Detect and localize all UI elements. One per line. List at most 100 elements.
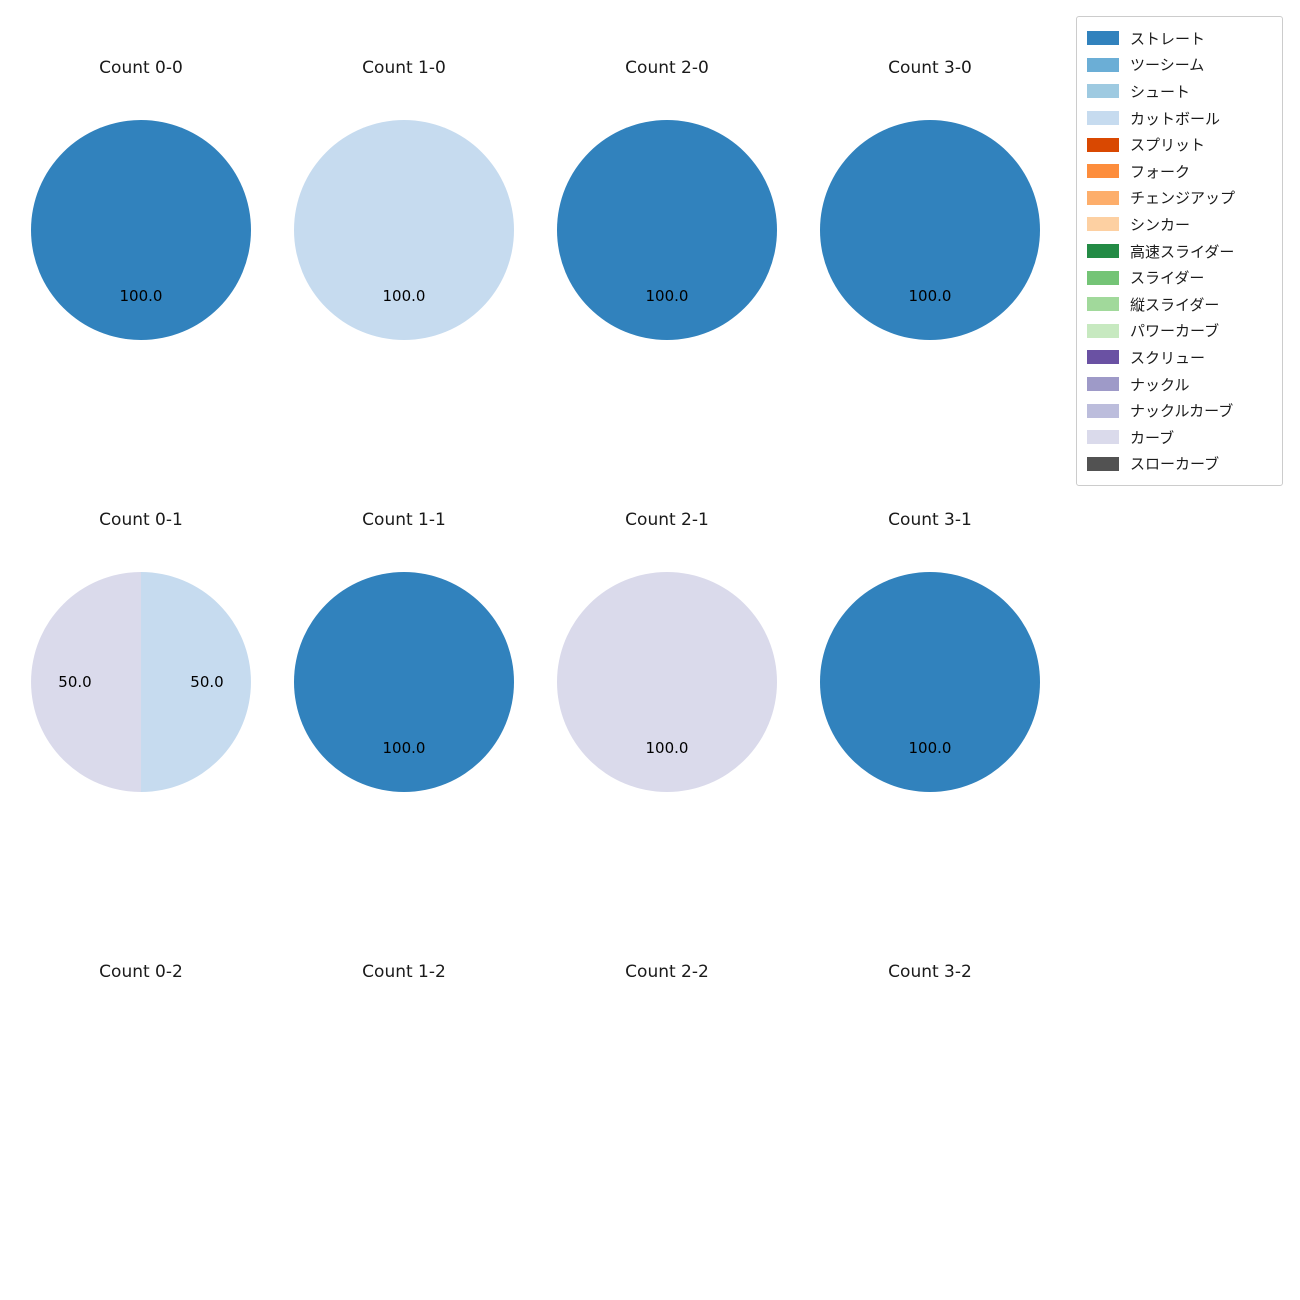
pie-title: Count 3-2: [888, 962, 972, 982]
pie-title: Count 1-2: [362, 962, 446, 982]
pie-svg: 100.0: [557, 572, 777, 792]
pie-svg: 100.0: [31, 120, 251, 340]
pie-cell: Count 1-2: [274, 961, 534, 1264]
pie-value-label: 100.0: [909, 287, 952, 305]
legend-label: カットボール: [1130, 109, 1221, 128]
legend-item: カットボール: [1087, 105, 1272, 132]
pie-svg: [11, 1004, 271, 1264]
legend-label: スローカーブ: [1130, 455, 1220, 474]
pie-value-label: 100.0: [383, 739, 426, 757]
legend-item: 高速スライダー: [1087, 238, 1272, 265]
pie-value-label: 100.0: [646, 287, 689, 305]
legend-label: スライダー: [1130, 269, 1205, 288]
pie-svg: [537, 1004, 797, 1264]
pie-cell: Count 1-0 100.0: [274, 57, 534, 360]
legend-swatch: [1087, 164, 1119, 179]
legend-label: スクリュー: [1130, 348, 1206, 367]
pie-cell: Count 2-2: [537, 961, 797, 1264]
legend-label: シンカー: [1130, 215, 1191, 234]
pie-value-label: 50.0: [190, 673, 223, 691]
legend-item: ナックルカーブ: [1087, 397, 1272, 424]
legend-label: 縦スライダー: [1130, 295, 1220, 314]
legend-label: ストレート: [1130, 29, 1206, 48]
legend-swatch: [1087, 297, 1119, 312]
legend-item: シンカー: [1087, 211, 1272, 238]
pie-cell: Count 3-1 100.0: [800, 509, 1060, 812]
pie-slice: [294, 120, 514, 340]
pie-title: Count 2-0: [625, 58, 709, 78]
legend-item: ストレート: [1087, 25, 1272, 52]
legend-label: チェンジアップ: [1130, 189, 1236, 208]
pie-slice: [31, 572, 141, 792]
legend-label: 高速スライダー: [1130, 242, 1235, 261]
pie-svg: 50.0 50.0: [31, 572, 251, 792]
pie-title: Count 0-1: [99, 510, 183, 530]
pie-title: Count 2-2: [625, 962, 709, 982]
pie-value-label: 100.0: [909, 739, 952, 757]
pie-title: Count 0-2: [99, 962, 183, 982]
pie-svg: 100.0: [820, 120, 1040, 340]
pie-cell: Count 0-0 100.0: [11, 57, 271, 360]
legend-label: カーブ: [1130, 428, 1175, 447]
pie-value-label: 100.0: [383, 287, 426, 305]
legend-swatch: [1087, 323, 1119, 338]
legend-label: ナックルカーブ: [1130, 402, 1234, 421]
pie-svg: [800, 1004, 1060, 1264]
pie-title: Count 3-0: [888, 58, 972, 78]
legend-swatch: [1087, 84, 1119, 99]
legend-label: フォーク: [1130, 162, 1191, 181]
pie-svg: 100.0: [294, 120, 514, 340]
legend-swatch: [1087, 377, 1119, 392]
pie-title: Count 3-1: [888, 510, 972, 530]
pie-cell: Count 2-0 100.0: [537, 57, 797, 360]
legend-item: スクリュー: [1087, 344, 1272, 371]
legend-item: ナックル: [1087, 371, 1272, 398]
pie-title: Count 0-0: [99, 58, 183, 78]
pie-value-label: 100.0: [120, 287, 163, 305]
legend-label: ナックル: [1130, 375, 1190, 394]
pie-cell: Count 1-1 100.0: [274, 509, 534, 812]
pie-cell: Count 0-2: [11, 961, 271, 1264]
legend-swatch: [1087, 403, 1119, 418]
legend-swatch: [1087, 244, 1119, 259]
pie-slice: [141, 572, 251, 792]
pie-cell: Count 3-2: [800, 961, 1060, 1264]
legend-swatch: [1087, 190, 1119, 205]
legend-item: フォーク: [1087, 158, 1272, 185]
pie-slice: [557, 572, 777, 792]
pie-value-label: 50.0: [58, 673, 91, 691]
legend-swatch: [1087, 57, 1119, 72]
pie-slice: [294, 572, 514, 792]
legend-item: ツーシーム: [1087, 52, 1272, 79]
legend-item: チェンジアップ: [1087, 185, 1272, 212]
legend-swatch: [1087, 137, 1119, 152]
legend-swatch: [1087, 456, 1119, 471]
legend: ストレートツーシームシュートカットボール スプリットフォークチェンジアップ シンカー…: [1076, 16, 1283, 487]
pie-title: Count 1-0: [362, 58, 446, 78]
pie-cell: Count 3-0 100.0: [800, 57, 1060, 360]
legend-label: パワーカーブ: [1130, 322, 1220, 341]
legend-label: シュート: [1130, 82, 1191, 101]
legend-item: スローカーブ: [1087, 451, 1272, 478]
legend-item: スライダー: [1087, 264, 1272, 291]
pie-slice: [820, 120, 1040, 340]
legend-item: パワーカーブ: [1087, 318, 1272, 345]
legend-item: シュート: [1087, 78, 1272, 105]
pie-slice: [31, 120, 251, 340]
legend-label: スプリット: [1130, 136, 1206, 155]
pie-slice: [820, 572, 1040, 792]
legend-swatch: [1087, 430, 1119, 445]
legend-swatch: [1087, 270, 1119, 285]
legend-item: 縦スライダー: [1087, 291, 1272, 318]
legend-item: カーブ: [1087, 424, 1272, 451]
legend-item: スプリット: [1087, 131, 1272, 158]
pie-svg: 100.0: [294, 572, 514, 792]
pie-title: Count 1-1: [362, 510, 446, 530]
pie-value-label: 100.0: [646, 739, 689, 757]
pie-cell: Count 2-1 100.0: [537, 509, 797, 812]
pie-cell: Count 0-1 50.0 50.0: [11, 509, 271, 812]
pie-title: Count 2-1: [625, 510, 709, 530]
pie-svg: 100.0: [557, 120, 777, 340]
pie-svg: [274, 1004, 534, 1264]
